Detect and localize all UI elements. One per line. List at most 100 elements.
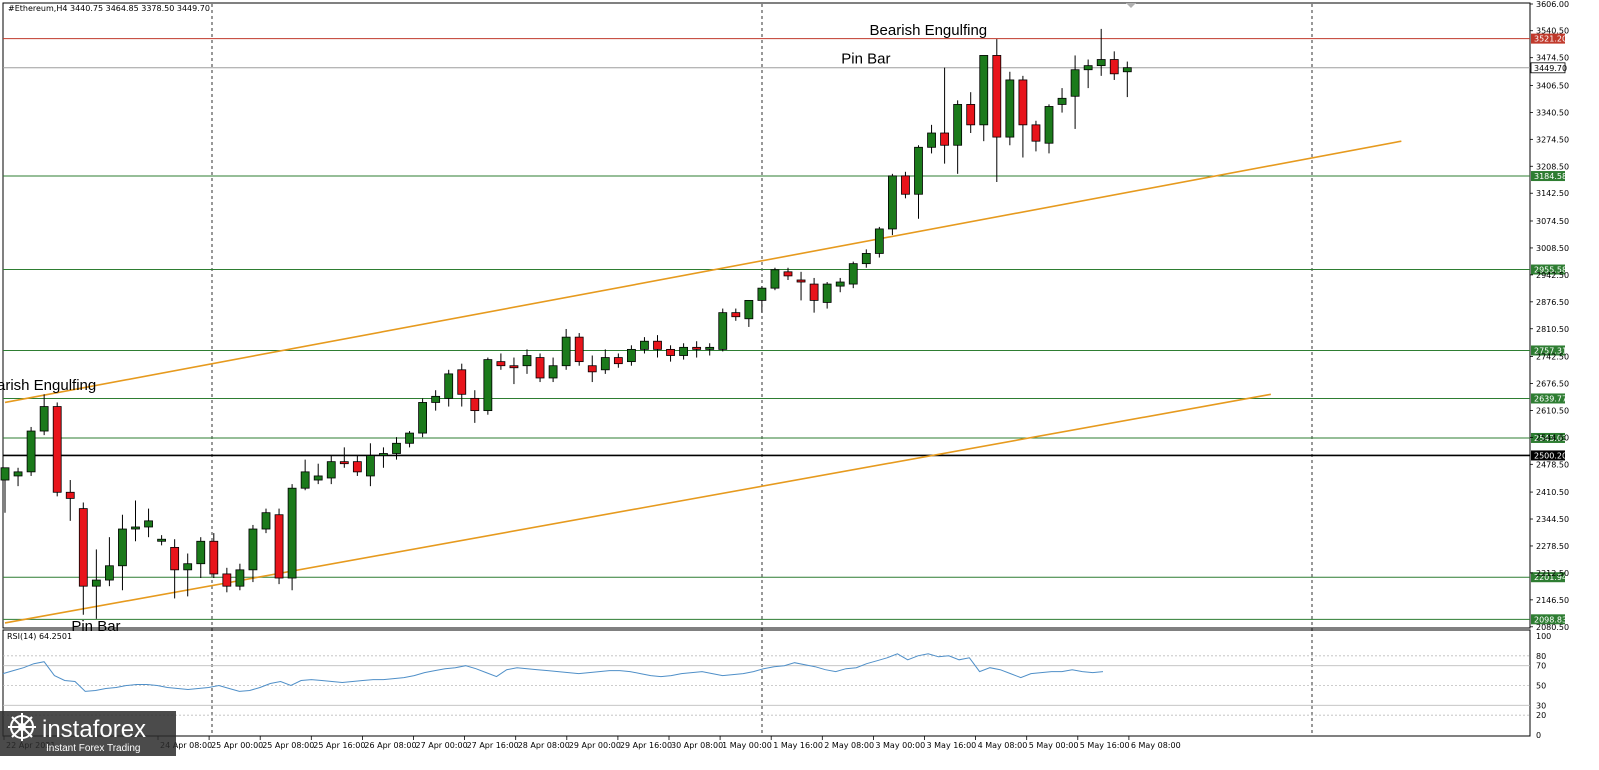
watermark-brand: instaforex (42, 716, 146, 743)
level-badge-3 (1531, 264, 1565, 275)
candle-22 (287, 487, 297, 579)
candle-67 (874, 228, 884, 254)
candle-81 (1057, 97, 1067, 105)
candle-25 (326, 461, 336, 479)
candle-8 (105, 565, 114, 581)
x-tick-label-10: 29 Apr 16:00 (620, 741, 672, 750)
candle-13 (170, 546, 180, 571)
y-tick-label-21: 2212.50 (1536, 569, 1569, 578)
candle-26 (339, 461, 349, 465)
price-levels (3, 38, 1530, 620)
price-axis: 3521.20 3449.70 3184.58 2955.58 2757.31 2639.… (1530, 0, 1569, 632)
candle-84 (1096, 59, 1106, 67)
candle-61 (796, 279, 806, 283)
candle-1 (13, 471, 23, 477)
y-tick-label-9: 3008.50 (1536, 244, 1569, 253)
candle-0 (0, 467, 10, 481)
candle-63 (822, 283, 832, 303)
candle-38 (496, 361, 506, 367)
candle-77 (1005, 79, 1015, 138)
candle-37 (483, 359, 493, 412)
x-tick-label-5: 26 Apr 08:00 (364, 741, 416, 750)
candle-5 (65, 491, 75, 499)
candle-50 (653, 340, 662, 350)
candle-28 (365, 455, 375, 477)
candle-69 (901, 175, 910, 195)
candle-17 (222, 573, 232, 587)
x-tick-label-11: 30 Apr 08:00 (671, 741, 723, 750)
candle-4 (52, 406, 62, 493)
trendline-0 (4, 140, 1402, 404)
level-badge-label-8: 2201.94 (1534, 573, 1567, 582)
level-badge-label-7: 2500.20 (1534, 451, 1567, 460)
y-tick-label-1: 3540.50 (1536, 27, 1569, 36)
candle-82 (1070, 69, 1080, 97)
candle-73 (953, 104, 963, 146)
candle-49 (640, 340, 649, 350)
candle-43 (561, 336, 571, 367)
candle-72 (940, 132, 949, 146)
y-tick-label-2: 3474.50 (1536, 54, 1569, 63)
candle-23 (300, 471, 310, 489)
candle-83 (1083, 65, 1093, 71)
level-badge-4 (1531, 345, 1565, 356)
candle-53 (692, 346, 702, 350)
candle-76 (992, 55, 1002, 138)
rsi-tick-label-3: 50 (1536, 682, 1546, 691)
x-tick-label-17: 4 May 08:00 (978, 741, 1028, 750)
rsi-label: RSI(14) 64.2501 (7, 632, 72, 641)
level-badge-label-6: 2543.03 (1534, 434, 1567, 443)
x-tick-label-1: 24 Apr 08:00 (160, 741, 212, 750)
y-tick-label-18: 2410.50 (1536, 488, 1569, 497)
candle-75 (979, 55, 989, 126)
x-tick-label-3: 25 Apr 08:00 (262, 741, 314, 750)
y-tick-label-16: 2544.50 (1536, 433, 1569, 442)
pattern-annotation-0: Bearish Engulfing (870, 22, 988, 39)
y-tick-label-13: 2742.50 (1536, 353, 1569, 362)
level-badge-label-3: 2955.58 (1534, 266, 1567, 275)
candle-45 (587, 365, 597, 373)
candle-62 (809, 283, 819, 301)
main-pane-frame (2, 2, 1531, 629)
watermark-tagline: Instant Forex Trading (46, 743, 141, 754)
candle-19 (248, 528, 258, 571)
y-tick-label-15: 2610.50 (1536, 406, 1569, 415)
candle-33 (431, 395, 441, 403)
candle-35 (457, 369, 467, 395)
candle-36 (470, 397, 480, 412)
candle-15 (196, 540, 206, 565)
candle-18 (235, 569, 245, 587)
level-badge-9 (1531, 614, 1565, 625)
candle-59 (770, 269, 780, 289)
candle-14 (183, 563, 193, 571)
candle-42 (548, 365, 558, 379)
level-badge-label-1: 3449.70 (1534, 64, 1567, 73)
scroll-marker-icon[interactable] (1126, 3, 1136, 8)
watermark: instaforex Instant Forex Trading (0, 711, 176, 756)
rsi-tick-label-1: 80 (1536, 652, 1546, 661)
y-tick-label-4: 3340.50 (1536, 108, 1569, 117)
candle-24 (313, 475, 323, 481)
rsi-pane-frame (2, 629, 1531, 737)
rsi-tick-label-4: 30 (1536, 701, 1546, 710)
candle-39 (509, 365, 519, 369)
chart-header: #Ethereum,H4 3440.75 3464.85 3378.50 344… (8, 4, 210, 13)
y-tick-label-6: 3208.50 (1536, 162, 1569, 171)
grid (211, 4, 1313, 736)
y-tick-label-3: 3406.50 (1536, 81, 1569, 90)
candle-7 (91, 579, 101, 587)
x-tick-label-18: 5 May 00:00 (1029, 741, 1079, 750)
pattern-annotation-1: Pin Bar (841, 51, 890, 68)
candle-65 (848, 263, 858, 285)
candle-68 (888, 175, 897, 230)
candle-11 (144, 520, 153, 528)
x-tick-label-13: 1 May 16:00 (773, 741, 823, 750)
level-badge-1 (1530, 62, 1566, 74)
x-tick-label-12: 1 May 00:00 (722, 741, 772, 750)
x-tick-label-8: 28 Apr 08:00 (518, 741, 570, 750)
candle-2 (26, 430, 36, 473)
x-tick-label-9: 29 Apr 00:00 (569, 741, 621, 750)
